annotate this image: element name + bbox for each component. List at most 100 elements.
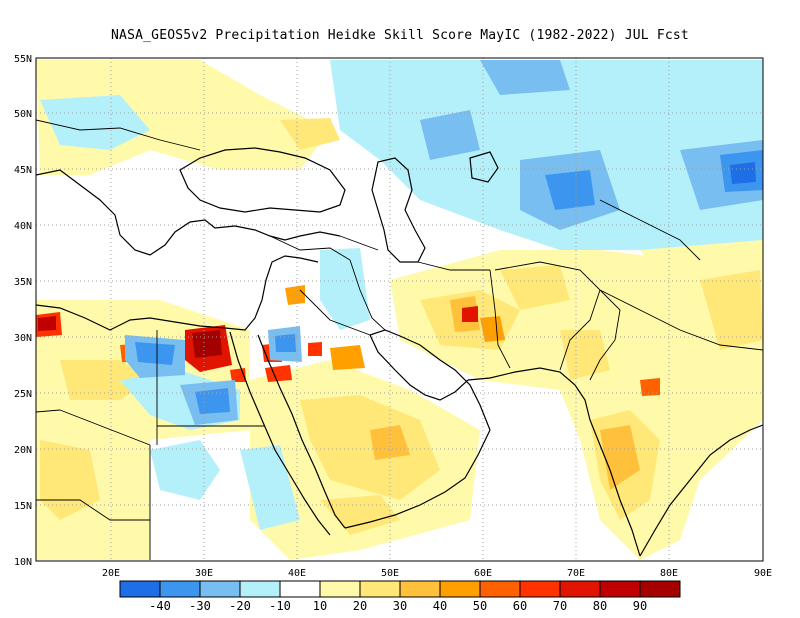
field-pale-yellow-india [560, 330, 763, 560]
border-saudi-iraq [299, 289, 371, 336]
coast-black-sea [179, 147, 346, 213]
border-kazakh [339, 235, 379, 251]
lon-label-40: 40E [288, 568, 306, 579]
longitude-labels: 20E 30E 40E 50E 60E 70E 80E 90E [102, 568, 772, 579]
border-europe-north [36, 119, 201, 151]
colorbar-label: 20 [353, 599, 367, 613]
field-orange-iraq [285, 285, 305, 305]
field-blue-egypt2 [195, 388, 230, 414]
field-blue-egypt [135, 342, 175, 365]
lat-label-30: 30N [14, 333, 32, 344]
field-darkred-egypt [192, 330, 222, 358]
field-red-iraq [308, 342, 322, 356]
border-pak-india [589, 289, 621, 381]
colorbar-label: -20 [229, 599, 251, 613]
lat-label-40: 40N [14, 221, 32, 232]
lon-label-20: 20E [102, 568, 120, 579]
colorbar-swatch [239, 580, 281, 598]
score-fields [36, 60, 763, 560]
colorbar-swatch [479, 580, 521, 598]
field-yellow-turkey [280, 118, 340, 150]
lat-label-10: 10N [14, 557, 32, 568]
field-yellow-tibet [700, 270, 763, 350]
border-turkmen [417, 261, 490, 271]
coast-north-africa [36, 255, 319, 331]
lat-label-20: 20N [14, 445, 32, 456]
colorbar-swatch [199, 580, 241, 598]
field-orange-iraq2 [330, 345, 365, 370]
coastlines [36, 147, 763, 557]
border-chad [59, 409, 151, 446]
colorbar-swatch [639, 580, 681, 598]
colorbar-swatch [439, 580, 481, 598]
colorbar-label: 80 [593, 599, 607, 613]
colorbar-swatch [519, 580, 561, 598]
lat-label-55: 55N [14, 54, 32, 65]
colorbar-label: 30 [393, 599, 407, 613]
colorbar-label: -40 [149, 599, 171, 613]
colorbar-label: -30 [189, 599, 211, 613]
lat-label-15: 15N [14, 501, 32, 512]
border-iran-afghan [489, 269, 511, 369]
colorbar-label: 60 [513, 599, 527, 613]
colorbar-label: 70 [553, 599, 567, 613]
colorbar-label: 10 [313, 599, 327, 613]
field-orange-light-india [600, 425, 640, 490]
border-turkey-syria [269, 235, 351, 261]
chart-title: NASA_GEOS5v2 Precipitation Heidke Skill … [111, 28, 689, 43]
border-kazakh-china [599, 199, 701, 261]
field-red-india [640, 378, 660, 396]
colorbar-swatch [319, 580, 361, 598]
coast-aral [469, 151, 499, 183]
field-yellow-libya [60, 360, 150, 400]
coast-red-sea-east [257, 334, 346, 529]
lon-label-70: 70E [567, 568, 585, 579]
field-yellow-afghan [500, 265, 570, 310]
field-pale-blue-kazakh [330, 60, 763, 250]
coast-arabia-south [344, 429, 491, 529]
borders [36, 119, 763, 560]
colorbar-label: 40 [433, 599, 447, 613]
field-pale-blue-iraq [320, 248, 370, 330]
field-orange-pak [480, 316, 505, 342]
coast-iran-pak [467, 367, 576, 386]
colorbar-swatch [559, 580, 601, 598]
lon-label-90: 90E [754, 568, 772, 579]
colorbar: -40 -30 -20 -10 10 20 30 40 50 60 70 80 90 [119, 580, 681, 613]
field-pale-blue-sudan [150, 440, 220, 500]
field-yellow-arabia [300, 395, 440, 500]
coast-balkans [36, 169, 341, 256]
lon-label-30: 30E [195, 568, 213, 579]
lat-label-50: 50N [14, 109, 32, 120]
field-red-saudi [265, 365, 292, 382]
field-pale-yellow-iran [390, 250, 700, 390]
border-africa-west [36, 499, 150, 521]
lon-label-60: 60E [474, 568, 492, 579]
field-pale-blue-ukraine [40, 95, 150, 150]
field-blue-kazakh [545, 170, 595, 210]
colorbar-label: 90 [633, 599, 647, 613]
colorbar-swatch [119, 580, 161, 598]
field-darkred-libya [38, 316, 56, 331]
lat-label-25: 25N [14, 389, 32, 400]
lon-label-80: 80E [660, 568, 678, 579]
lat-label-35: 35N [14, 277, 32, 288]
border-algeria [36, 409, 61, 413]
coast-persian-gulf [369, 329, 491, 431]
coast-india-west [574, 384, 641, 557]
lon-label-50: 50E [381, 568, 399, 579]
field-blue-jordan [275, 334, 296, 352]
lat-label-45: 45N [14, 165, 32, 176]
colorbar-label: 50 [473, 599, 487, 613]
colorbar-swatch [159, 580, 201, 598]
border-iraq-iran [349, 259, 386, 331]
colorbar-swatch [599, 580, 641, 598]
coast-caspian [371, 157, 426, 263]
field-yellow-pak [560, 330, 610, 380]
field-light-blue-kazakh [420, 110, 480, 160]
map-frame [35, 57, 764, 562]
latitude-labels: 55N 50N 45N 40N 35N 30N 25N 20N 15N 10N [14, 54, 32, 568]
field-dark-blue-mongolia [730, 162, 756, 184]
coast-red-sea-west [229, 331, 331, 536]
